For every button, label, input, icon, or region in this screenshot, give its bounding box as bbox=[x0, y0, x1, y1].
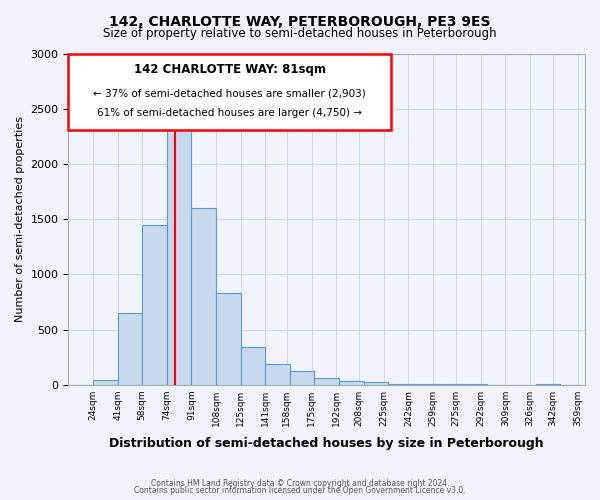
X-axis label: Distribution of semi-detached houses by size in Peterborough: Distribution of semi-detached houses by … bbox=[109, 437, 544, 450]
Bar bbox=[290, 372, 314, 384]
Text: Contains HM Land Registry data © Crown copyright and database right 2024.: Contains HM Land Registry data © Crown c… bbox=[151, 478, 449, 488]
Bar bbox=[241, 346, 265, 385]
Text: 61% of semi-detached houses are larger (4,750) →: 61% of semi-detached houses are larger (… bbox=[97, 108, 362, 118]
Bar bbox=[118, 313, 142, 384]
Bar bbox=[191, 208, 216, 384]
Bar bbox=[93, 380, 118, 384]
Text: ← 37% of semi-detached houses are smaller (2,903): ← 37% of semi-detached houses are smalle… bbox=[94, 88, 366, 99]
Bar bbox=[167, 109, 191, 384]
Bar bbox=[314, 378, 339, 384]
Text: 142, CHARLOTTE WAY, PETERBOROUGH, PE3 9ES: 142, CHARLOTTE WAY, PETERBOROUGH, PE3 9E… bbox=[109, 15, 491, 29]
Text: Contains public sector information licensed under the Open Government Licence v3: Contains public sector information licen… bbox=[134, 486, 466, 495]
Bar bbox=[216, 293, 241, 384]
Bar bbox=[364, 382, 388, 384]
Bar bbox=[265, 364, 290, 384]
Bar bbox=[339, 381, 364, 384]
Bar bbox=[142, 225, 167, 384]
Y-axis label: Number of semi-detached properties: Number of semi-detached properties bbox=[15, 116, 25, 322]
FancyBboxPatch shape bbox=[68, 54, 391, 130]
Text: Size of property relative to semi-detached houses in Peterborough: Size of property relative to semi-detach… bbox=[103, 28, 497, 40]
Text: 142 CHARLOTTE WAY: 81sqm: 142 CHARLOTTE WAY: 81sqm bbox=[134, 62, 326, 76]
